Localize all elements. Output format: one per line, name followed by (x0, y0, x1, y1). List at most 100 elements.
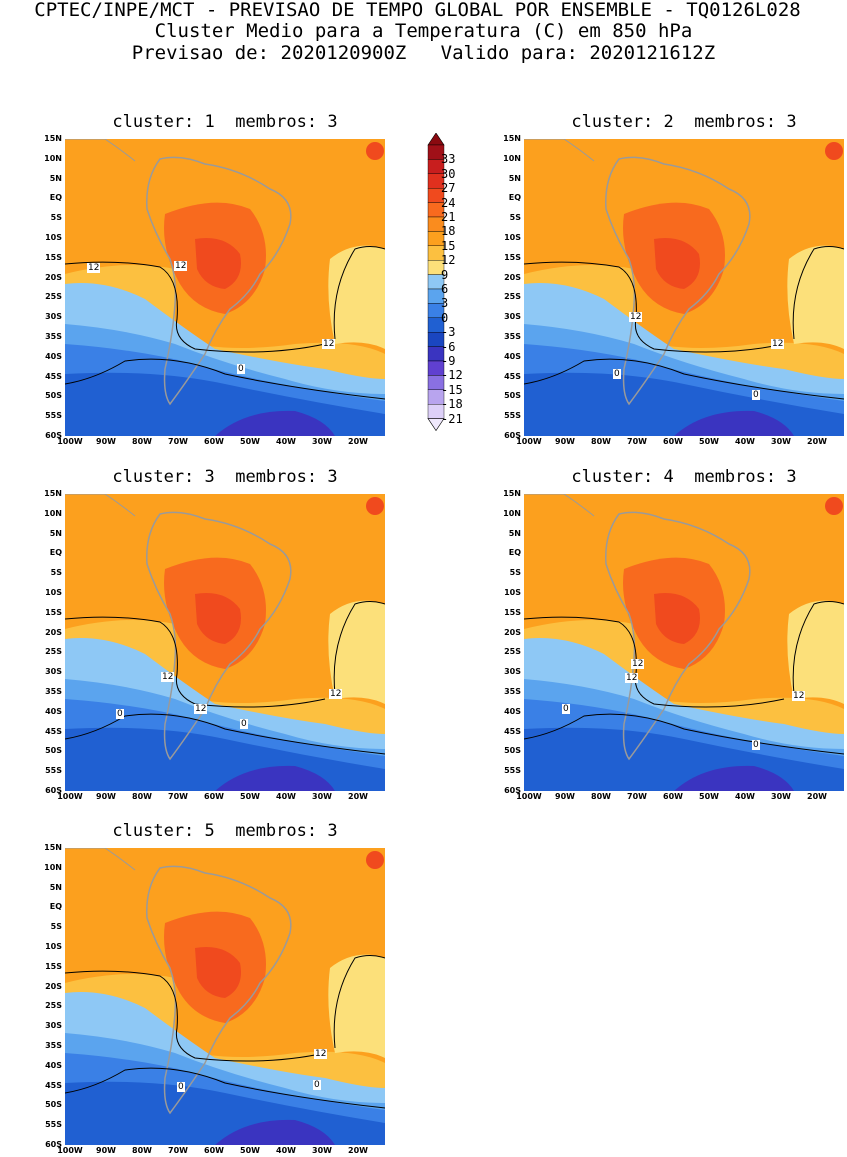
lat-tick-label: 30S (504, 312, 521, 322)
temperature-map-1 (65, 139, 385, 436)
colorbar-tick-label: 6 (441, 282, 449, 296)
lat-tick-label: 10S (45, 942, 62, 951)
central-america-outline (524, 494, 595, 517)
band-24 (195, 238, 241, 289)
lat-tick-label: 10N (44, 862, 62, 872)
contour-0 (65, 1067, 385, 1109)
contour-12-atlantic (792, 246, 844, 340)
continent-outline (146, 865, 292, 1115)
lat-tick-label: 35S (504, 332, 521, 341)
lat-tick-label: 5S (509, 568, 521, 578)
header-title-line3: Previsao de: 2020120900Z Valido para: 20… (131, 42, 716, 64)
lat-tick-label: 10S (504, 233, 521, 242)
temperature-map-5 (65, 848, 385, 1145)
contour-label: 0 (237, 364, 245, 374)
contour-label: 12 (322, 339, 336, 349)
lon-tick-label: 60W (204, 792, 224, 801)
central-america-outline (65, 848, 136, 871)
lat-tick-label: 10S (504, 588, 521, 597)
lon-tick-label: 50W (240, 1146, 260, 1155)
contour-label: 12 (161, 672, 175, 682)
lon-tick-label: 100W (57, 792, 83, 801)
band-minus9 (215, 1119, 335, 1145)
lat-tick-label: 50S (45, 746, 62, 756)
band-24-corner (366, 851, 384, 869)
lat-tick-label: 20S (45, 627, 62, 637)
lat-tick-label: 55S (45, 1120, 62, 1130)
lon-tick-label: 30W (771, 792, 791, 801)
temperature-map-3 (65, 494, 385, 791)
contour-12-atlantic (333, 246, 385, 340)
lat-tick-label: 25S (504, 292, 521, 302)
lon-tick-label: 30W (312, 792, 332, 801)
lat-tick-label: 30S (45, 667, 62, 677)
band-minus9 (215, 765, 335, 791)
lat-tick-label: 5S (509, 213, 521, 223)
continent-outline (605, 511, 751, 761)
lat-tick-label: 30S (45, 312, 62, 322)
lon-tick-label: 90W (96, 1146, 116, 1155)
lat-tick-label: 35S (45, 1041, 62, 1050)
colorbar-tick-label: 0 (441, 310, 449, 325)
lon-tick-label: 90W (555, 437, 575, 446)
lon-tick-label: 60W (663, 437, 683, 446)
lat-tick-label: 50S (504, 391, 521, 401)
lat-tick-label: 25S (504, 647, 521, 657)
colorbar-tick-label: 15 (441, 238, 456, 253)
contour-label: 12 (314, 1049, 328, 1059)
lon-tick-label: 40W (276, 1146, 296, 1155)
colorbar-top-arrow (427, 132, 445, 146)
contour-label: 0 (613, 369, 621, 379)
band-9-atlantic (328, 600, 385, 704)
lat-tick-label: 5N (49, 882, 62, 892)
contour-0 (65, 713, 385, 755)
lat-tick-label: 45S (45, 371, 62, 381)
lat-tick-label: 30S (45, 1021, 62, 1031)
lat-tick-label: 20S (45, 272, 62, 282)
band-9-atlantic (787, 245, 844, 349)
lat-tick-label: 35S (504, 687, 521, 696)
lat-tick-label: 10S (45, 233, 62, 242)
contour-12 (65, 616, 326, 708)
contour-label: 12 (194, 704, 208, 714)
contour-label: 0 (562, 704, 570, 714)
band-24-corner (366, 497, 384, 515)
contour-label: 12 (629, 312, 643, 322)
lon-tick-label: 80W (132, 437, 152, 446)
lon-tick-label: 100W (516, 437, 542, 446)
band-24 (195, 947, 241, 998)
lat-tick-label: 15N (44, 843, 62, 852)
contour-12-atlantic (333, 955, 385, 1049)
contour-12-atlantic (792, 601, 844, 695)
map-svg-2 (524, 139, 844, 436)
lat-tick-label: EQ (508, 193, 521, 203)
band-minus9 (674, 410, 794, 436)
lat-tick-label: 60S (504, 431, 521, 440)
band-minus9 (674, 765, 794, 791)
central-america-outline (524, 139, 595, 162)
lat-tick-label: 5N (508, 528, 521, 538)
lon-tick-label: 90W (96, 437, 116, 446)
lon-tick-label: 40W (735, 792, 755, 801)
central-america-outline (65, 139, 136, 162)
contour-12 (65, 261, 326, 353)
band-24-corner (825, 142, 843, 160)
colorbar-tick-label: -12 (441, 368, 463, 383)
lat-tick-label: 15S (504, 252, 521, 262)
map-svg-5 (65, 848, 385, 1145)
lat-tick-label: 5S (50, 568, 62, 578)
header-title-line2: Cluster Medio para a Temperatura (C) em … (154, 20, 693, 42)
colorbar-bottom-arrow (427, 418, 445, 432)
lat-tick-label: 15S (45, 252, 62, 262)
lon-tick-label: 20W (348, 1146, 368, 1155)
temperature-map-4 (524, 494, 844, 791)
band-24 (654, 238, 700, 289)
contour-label: 0 (313, 1080, 321, 1090)
contour-label: 0 (240, 719, 248, 729)
colorbar-tick-label: 24 (441, 195, 456, 210)
lon-tick-label: 40W (276, 792, 296, 801)
lat-tick-label: 50S (45, 1100, 62, 1110)
colorbar-tick-label: 18 (441, 224, 456, 239)
lat-tick-label: 5S (50, 922, 62, 932)
lon-tick-label: 20W (807, 792, 827, 801)
